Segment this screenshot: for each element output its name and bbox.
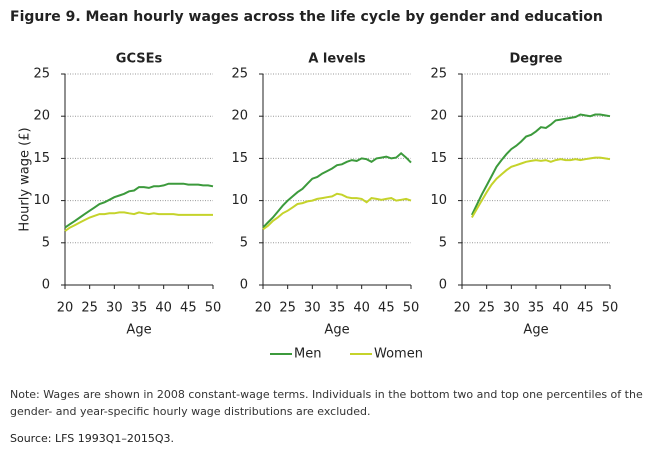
y-tick-label: 20 — [33, 109, 50, 124]
y-tick-label: 10 — [33, 193, 50, 208]
x-tick-label: 20 — [454, 301, 471, 316]
x-tick-label: 35 — [131, 301, 148, 316]
note: Note: Wages are shown in 2008 constant-w… — [10, 388, 643, 418]
y-tick-label: 5 — [439, 235, 447, 250]
y-tick-label: 20 — [430, 109, 447, 124]
y-tick-label: 15 — [33, 151, 50, 166]
legend-label: Women — [374, 347, 423, 362]
x-axis-label: Age — [324, 323, 349, 338]
x-tick-label: 30 — [304, 301, 321, 316]
x-tick-label: 25 — [478, 301, 495, 316]
line-series — [262, 151, 412, 229]
x-tick-label: 20 — [255, 301, 272, 316]
x-tick-label: 50 — [403, 301, 420, 316]
x-tick-label: 40 — [155, 301, 172, 316]
line-series — [471, 113, 611, 216]
y-tick-label: 25 — [430, 67, 447, 82]
y-tick-label: 10 — [231, 193, 248, 208]
x-tick-label: 30 — [106, 301, 123, 316]
x-tick-label: 20 — [57, 301, 74, 316]
x-tick-label: 30 — [503, 301, 520, 316]
x-tick-label: 50 — [205, 301, 222, 316]
y-tick-label: 5 — [240, 235, 248, 250]
x-tick-label: 35 — [528, 301, 545, 316]
line-series — [262, 192, 412, 231]
y-tick-label: 15 — [430, 151, 447, 166]
figure-title: Figure 9. Mean hourly wages across the l… — [10, 9, 603, 25]
panel-title: A levels — [308, 52, 366, 67]
line-series — [64, 211, 213, 232]
y-tick-label: 0 — [439, 278, 447, 293]
note-box: Note: Wages are shown in 2008 constant-w… — [10, 388, 643, 418]
y-axis-label: Hourly wage (£) — [18, 127, 33, 231]
x-tick-label: 40 — [552, 301, 569, 316]
y-tick-label: 0 — [42, 278, 50, 293]
x-tick-label: 25 — [81, 301, 98, 316]
y-tick-label: 0 — [240, 278, 248, 293]
x-axis-label: Age — [126, 323, 151, 338]
x-tick-label: 45 — [180, 301, 197, 316]
x-tick-label: 35 — [329, 301, 346, 316]
source: Source: LFS 1993Q1–2015Q3. — [10, 432, 174, 445]
panel-title: GCSEs — [116, 52, 163, 67]
x-tick-label: 45 — [378, 301, 395, 316]
x-tick-label: 25 — [279, 301, 296, 316]
legend-label: Men — [294, 347, 321, 362]
x-axis-label: Age — [523, 323, 548, 338]
y-tick-label: 25 — [33, 67, 50, 82]
y-tick-label: 25 — [231, 67, 248, 82]
y-tick-label: 10 — [430, 193, 447, 208]
y-tick-label: 5 — [42, 235, 50, 250]
line-series — [471, 156, 611, 218]
y-tick-label: 15 — [231, 151, 248, 166]
line-series — [64, 182, 214, 229]
x-tick-label: 40 — [353, 301, 370, 316]
y-tick-label: 20 — [231, 109, 248, 124]
panel-title: Degree — [510, 52, 563, 67]
x-tick-label: 50 — [602, 301, 619, 316]
x-tick-label: 45 — [577, 301, 594, 316]
